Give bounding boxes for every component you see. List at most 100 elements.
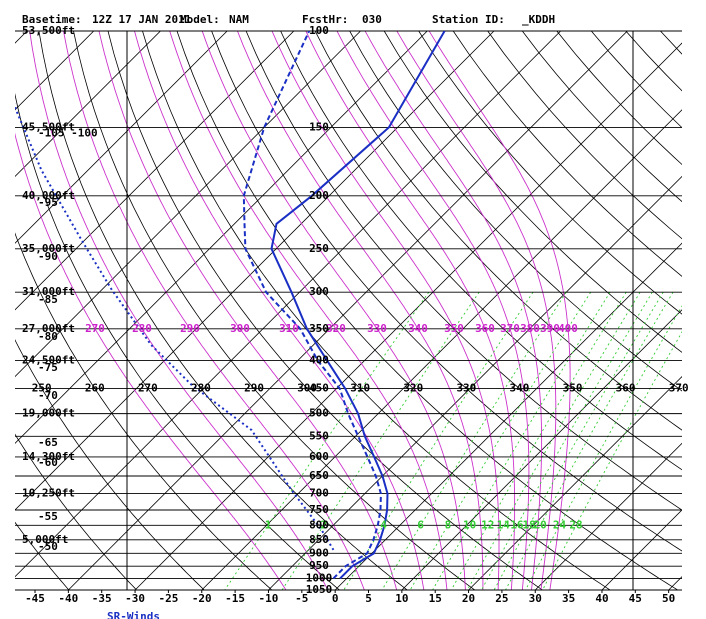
pressure-label: 650	[309, 469, 329, 482]
dry-adiabat	[15, 521, 70, 590]
x-axis-label: SR-Winds	[107, 610, 160, 619]
altitude-label: 5,000ft	[22, 533, 68, 546]
labels: 270 280 290 300 310 320 330 340 350 360 370 380 3904…	[22, 24, 689, 605]
header: Basetime: 12Z 17 JAN 2011 Model: NAM Fcs…	[22, 13, 555, 26]
theta-e-label: 270	[85, 322, 105, 335]
dry-adiabat	[15, 433, 137, 590]
theta-e-label: 350	[444, 322, 464, 335]
side-label: -90	[38, 250, 58, 263]
isotherm	[68, 31, 628, 590]
moist-adiabat	[428, 31, 571, 590]
pressure-label: 900	[309, 546, 329, 559]
mixing-ratio-label: 2	[320, 518, 327, 531]
mixing-ratio-line	[224, 291, 430, 590]
theta-label: 340	[510, 382, 530, 395]
dry-adiabat	[176, 31, 678, 590]
altitude-label: 45,500ft	[22, 120, 75, 133]
mixing-ratio-line	[525, 305, 682, 590]
theta-label: 350	[563, 382, 583, 395]
mixing-ratio-line	[450, 291, 627, 590]
side-label: -60	[38, 456, 58, 469]
moist-adiabat	[15, 132, 287, 590]
theta-e-label: 390	[540, 322, 560, 335]
x-tick-label: -30	[125, 592, 145, 605]
pressure-label: 1050	[306, 583, 333, 596]
theta-e-label: 290	[180, 322, 200, 335]
x-tick-label: 40	[595, 592, 608, 605]
side-label: -75	[38, 361, 58, 374]
x-tick-label: -20	[192, 592, 212, 605]
theta-label: 320	[403, 382, 423, 395]
moist-adiabat	[364, 31, 543, 590]
isotherm	[534, 442, 682, 590]
side-label: -70	[38, 389, 58, 402]
moist-adiabat	[169, 31, 448, 590]
pressure-label: 800	[309, 518, 329, 531]
theta-e-label: 330	[367, 322, 387, 335]
altitude-label: 19,000ft	[22, 407, 75, 420]
theta-e-label: 400	[558, 322, 578, 335]
dry-adiabat	[15, 92, 340, 590]
side-label: -80	[38, 330, 58, 343]
mixing-ratio-label: 8	[445, 518, 452, 531]
isotherm	[15, 31, 295, 311]
isotherm	[15, 31, 495, 511]
moist-adiabat	[201, 31, 466, 590]
x-tick-label: 15	[429, 592, 442, 605]
fcst: 030	[362, 13, 382, 26]
basetime: 12Z 17 JAN 2011	[92, 13, 192, 26]
pressure-label: 850	[309, 533, 329, 546]
isotherm	[15, 31, 161, 178]
theta-e-label: 370	[500, 322, 520, 335]
pressure-label: 500	[309, 407, 329, 420]
theta-label: 330	[456, 382, 476, 395]
x-tick-label: 0	[332, 592, 339, 605]
pressure-label: 1000	[306, 571, 333, 584]
x-tick-label: -45	[25, 592, 45, 605]
pressure-label: 350	[309, 322, 329, 335]
theta-e-label: 380	[520, 322, 540, 335]
moist-adiabat	[305, 31, 516, 590]
fcst-label: FcstHr:	[302, 13, 348, 26]
pressure-label: 150	[309, 120, 329, 133]
theta-e-label: 280	[132, 322, 152, 335]
side-label: -55	[38, 510, 58, 523]
x-tick-label: -10	[259, 592, 279, 605]
theta-label: 310	[350, 382, 370, 395]
x-tick-label: -25	[158, 592, 178, 605]
x-tick-label: -35	[92, 592, 112, 605]
x-tick-label: 30	[529, 592, 542, 605]
mixing-ratio-label: 14	[497, 518, 511, 531]
side-label: -95	[38, 196, 58, 209]
mixing-ratio-line	[505, 291, 674, 590]
moist-adiabat	[134, 31, 425, 590]
side-label: -85	[38, 293, 58, 306]
theta-e-label: 340	[408, 322, 428, 335]
pressure-label: 600	[309, 450, 329, 463]
mixing-ratio-line	[432, 291, 611, 590]
isotherm	[401, 309, 682, 590]
moist-adiabat	[98, 31, 398, 590]
theta-label: 250	[32, 382, 52, 395]
mixing-ratio-line	[493, 291, 664, 590]
altitude-label: 31,000ft	[22, 285, 75, 298]
mixing-ratio-label: 16	[510, 518, 524, 531]
profile-dashed	[242, 31, 382, 580]
x-tick-label: -15	[225, 592, 245, 605]
model-label: Model:	[180, 13, 220, 26]
theta-label: 260	[85, 382, 105, 395]
altitude-label: 10,250ft	[22, 487, 75, 500]
altitude-label: 53,500ft	[22, 24, 75, 37]
isotherm	[15, 31, 428, 444]
dry-adiabat	[280, 31, 682, 471]
background-lines	[15, 31, 682, 590]
mixing-ratio-label: 12	[481, 518, 494, 531]
x-tick-label: 20	[462, 592, 475, 605]
altitude-label: 14,300ft	[22, 450, 75, 463]
isotherm	[201, 109, 682, 590]
mixing-ratio-line	[281, 291, 480, 590]
station-label: Station ID:	[432, 13, 505, 26]
moist-adiabat	[237, 31, 484, 590]
